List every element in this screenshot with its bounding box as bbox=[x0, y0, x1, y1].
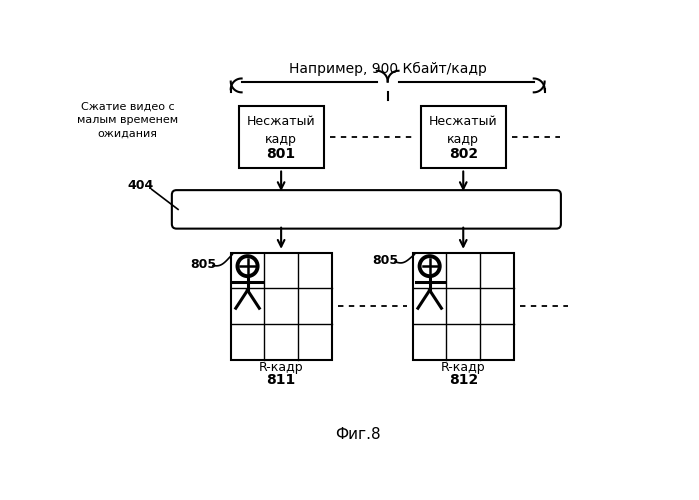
Text: R-кадр: R-кадр bbox=[441, 362, 486, 374]
Text: 801: 801 bbox=[266, 147, 296, 161]
Text: Например, 900 Кбайт/кадр: Например, 900 Кбайт/кадр bbox=[289, 62, 487, 76]
Bar bbox=[421, 106, 506, 168]
Text: 805: 805 bbox=[191, 258, 217, 270]
Bar bbox=[413, 252, 514, 360]
FancyBboxPatch shape bbox=[172, 190, 561, 228]
Text: 802: 802 bbox=[449, 147, 478, 161]
Bar bbox=[231, 252, 331, 360]
Text: Фиг.8: Фиг.8 bbox=[335, 426, 381, 442]
Text: 805: 805 bbox=[373, 254, 399, 266]
Text: Сжатие видео с
малым временем
ожидания: Сжатие видео с малым временем ожидания bbox=[77, 102, 178, 139]
Text: Несжатый
кадр: Несжатый кадр bbox=[247, 116, 315, 146]
Text: 812: 812 bbox=[449, 374, 478, 388]
Bar bbox=[238, 106, 324, 168]
Text: 811: 811 bbox=[266, 374, 296, 388]
Text: Несжатый
кадр: Несжатый кадр bbox=[429, 116, 498, 146]
Text: 404: 404 bbox=[127, 179, 153, 192]
Text: R-кадр: R-кадр bbox=[259, 362, 303, 374]
